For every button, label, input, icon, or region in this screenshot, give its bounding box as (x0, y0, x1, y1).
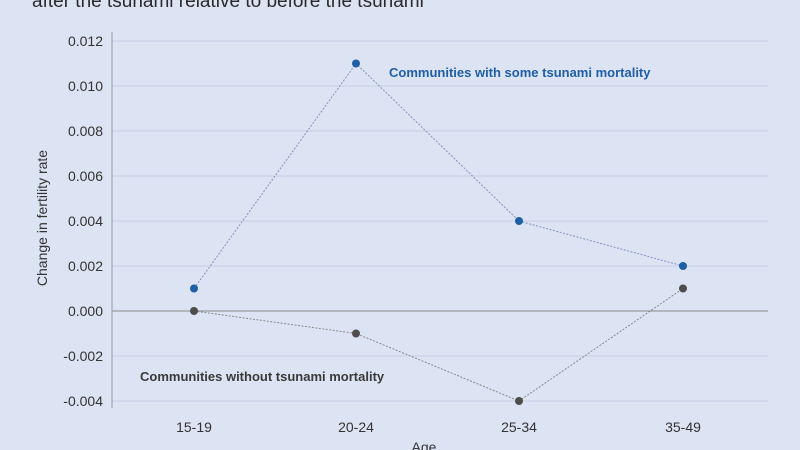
y-tick-label: 0.012 (68, 33, 103, 49)
data-point (515, 397, 523, 405)
chart-title: after the tsunami relative to before the… (32, 0, 424, 12)
series-lines (193, 62, 684, 402)
x-tick-label: 15-19 (176, 419, 212, 435)
x-tick-label: 35-49 (665, 419, 701, 435)
data-point (352, 59, 360, 68)
y-tick-label: -0.004 (63, 393, 103, 409)
data-point (679, 284, 687, 293)
y-tick-labels: 0.012 0.010 0.008 0.006 0.004 0.002 0.000 -0.00… (63, 33, 103, 409)
y-tick-label: 0.008 (68, 123, 103, 139)
data-point (352, 329, 360, 338)
series-label-no-mortality: Communities without tsunami mortality (140, 369, 385, 384)
grid (112, 40, 768, 402)
y-tick-label: 0.002 (68, 258, 103, 274)
data-point (515, 217, 523, 225)
x-axis-label: Age (412, 439, 437, 450)
x-tick-label: 20-24 (338, 419, 374, 435)
series-line-some-mortality (193, 62, 684, 289)
series-line-no-mortality (193, 288, 684, 402)
data-points (190, 59, 687, 405)
y-tick-label: 0.004 (68, 213, 103, 229)
data-point (679, 262, 687, 270)
data-point (190, 284, 198, 293)
y-tick-label: 0.010 (68, 78, 103, 94)
y-tick-label: 0.000 (68, 303, 103, 319)
x-tick-labels: 15-19 20-24 25-34 35-49 (176, 419, 701, 435)
x-tick-label: 25-34 (501, 419, 537, 435)
y-tick-label: -0.002 (63, 348, 103, 364)
data-point (190, 307, 198, 315)
y-tick-label: 0.006 (68, 168, 103, 184)
series-label-some-mortality: Communities with some tsunami mortality (389, 65, 651, 80)
y-axis-label: Change in fertility rate (34, 150, 50, 286)
